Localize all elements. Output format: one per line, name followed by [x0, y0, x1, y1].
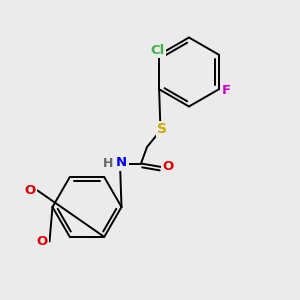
Text: F: F: [222, 84, 231, 97]
Text: O: O: [24, 184, 36, 197]
Text: Cl: Cl: [151, 44, 165, 57]
Text: H: H: [103, 157, 113, 170]
Text: O: O: [162, 160, 174, 173]
Text: O: O: [36, 235, 48, 248]
Text: N: N: [116, 156, 127, 170]
Text: S: S: [157, 122, 167, 136]
